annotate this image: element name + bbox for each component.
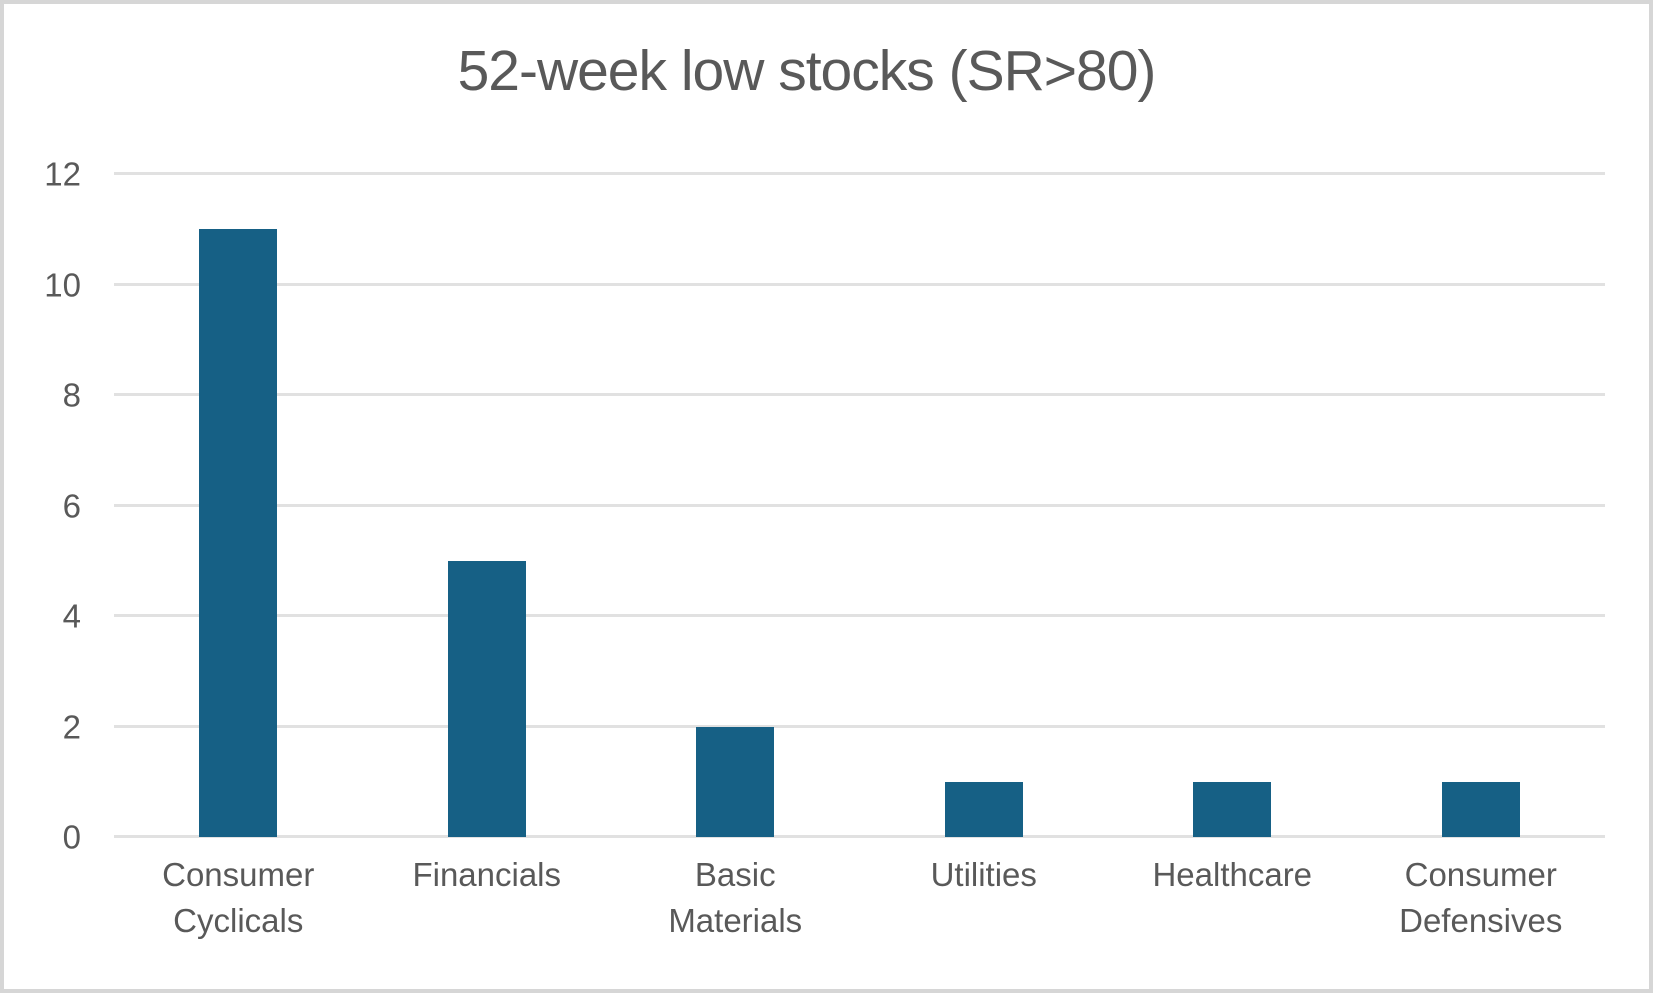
bar-basic-materials bbox=[696, 726, 775, 837]
gridline-12 bbox=[114, 172, 1605, 175]
bar-financials bbox=[447, 560, 526, 837]
bar-healthcare bbox=[1193, 781, 1272, 837]
y-tick-label-12: 12 bbox=[44, 155, 81, 193]
y-tick-label-10: 10 bbox=[44, 266, 81, 303]
bar-consumer-cyclicals bbox=[199, 229, 278, 837]
x-axis: Consumer Cyclicals Financials Basic Materi… bbox=[114, 852, 1605, 972]
gridline-8 bbox=[114, 393, 1605, 397]
bar-utilities bbox=[944, 781, 1023, 837]
x-tick-label-healthcare: Healthcare bbox=[1152, 856, 1313, 893]
x-tick-label-basic-materials: Basic Materials bbox=[668, 856, 803, 939]
x-tick-label-financials: Financials bbox=[412, 856, 562, 893]
y-tick-label-8: 8 bbox=[62, 376, 81, 414]
x-tick-label-consumer-cyclicals: Consumer Cyclicals bbox=[162, 856, 315, 939]
gridline-0 bbox=[114, 835, 1605, 838]
x-tick-label-consumer-defensives: Consumer Defensives bbox=[1399, 856, 1563, 939]
y-tick-label-2: 2 bbox=[62, 708, 81, 745]
y-tick-label-4: 4 bbox=[62, 597, 81, 635]
y-tick-label-0: 0 bbox=[62, 818, 81, 856]
gridline-10 bbox=[114, 282, 1605, 286]
y-tick-label-6: 6 bbox=[62, 487, 81, 524]
x-tick-label-utilities: Utilities bbox=[930, 856, 1037, 893]
chart-title: 52-week low stocks (SR>80) bbox=[457, 39, 1157, 103]
gridline-2 bbox=[114, 724, 1605, 728]
plot-area bbox=[114, 172, 1605, 838]
gridline-4 bbox=[114, 614, 1605, 618]
gridline-6 bbox=[114, 503, 1605, 507]
bar-consumer-defensives bbox=[1441, 781, 1520, 837]
y-axis: 0 2 4 6 8 10 12 bbox=[4, 158, 99, 854]
